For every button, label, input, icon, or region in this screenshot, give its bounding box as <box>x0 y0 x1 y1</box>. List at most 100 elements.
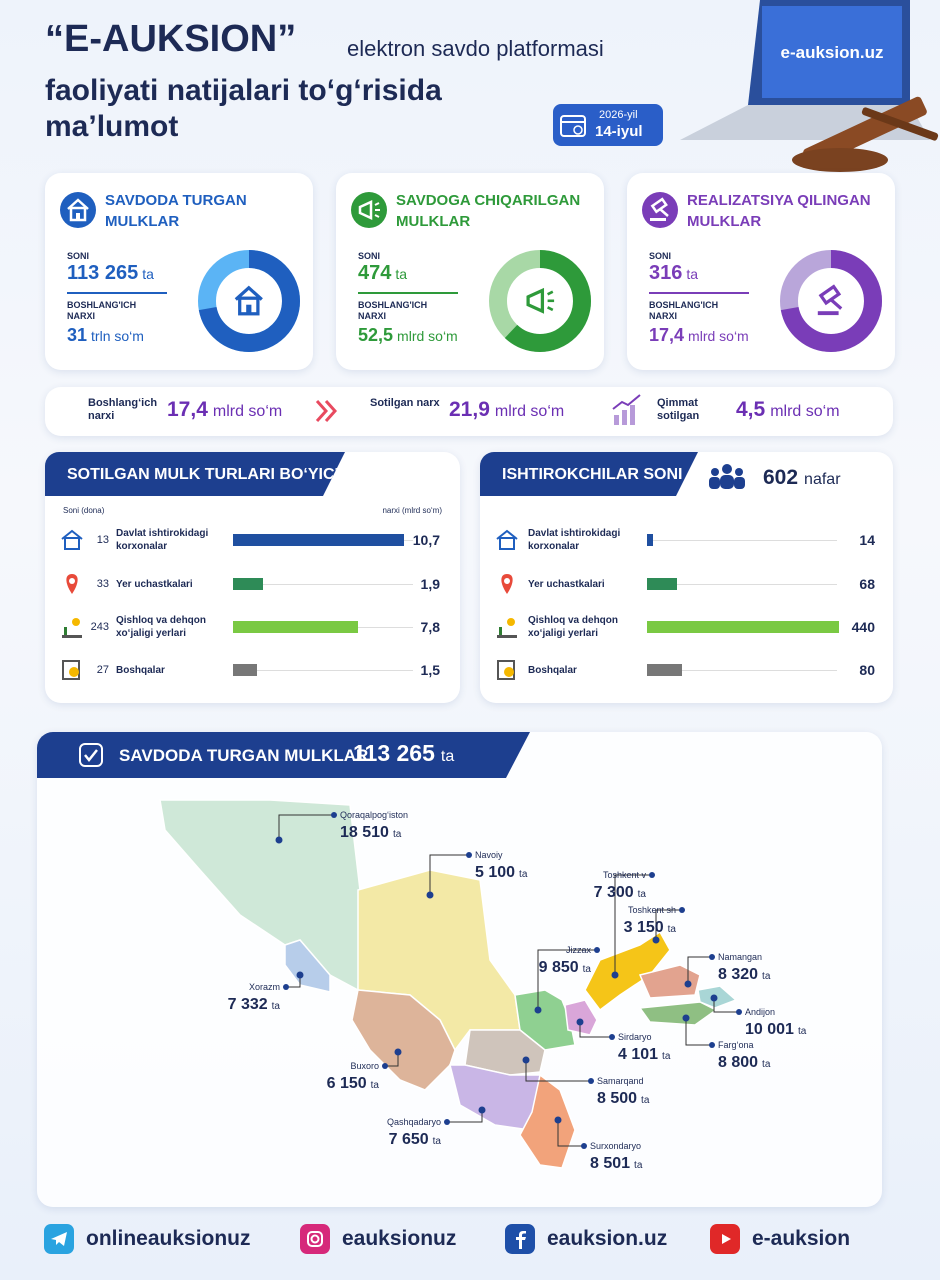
panel-banner: SOTILGAN MULK TURLARI BO‘YICHA <box>45 452 345 496</box>
decor <box>351 192 387 228</box>
summary-strip: Boshlang‘ich narxi 17,4 mlrd so‘m Sotilgan … <box>45 387 893 436</box>
price-unit: mlrd so‘m <box>688 328 749 344</box>
social-icon <box>710 1224 740 1254</box>
decor <box>650 197 669 221</box>
decor <box>496 529 518 540</box>
decor <box>817 311 839 316</box>
summary-value: 21,9 mlrd so‘m <box>449 398 564 422</box>
decor <box>722 464 732 474</box>
row-name: Boshqalar <box>528 665 577 676</box>
date-year: 2026-yil <box>599 109 638 121</box>
price-unit: trln so‘m <box>91 328 144 344</box>
decor <box>72 618 80 626</box>
count-value: 316 <box>649 262 683 284</box>
people-icon <box>709 464 745 489</box>
decor <box>659 208 669 217</box>
row-icon <box>62 618 82 638</box>
social-icon <box>44 1224 74 1254</box>
social-handle: eauksionuz <box>342 1227 457 1250</box>
bar-track <box>647 540 837 541</box>
bar <box>233 534 405 546</box>
card-title: REALIZATSIYA QILINGAN MULKLAR <box>687 192 871 230</box>
summary-number: 4,5 <box>736 398 766 421</box>
card-title: SAVDODA TURGAN MULKLAR <box>105 192 247 230</box>
decor <box>217 269 281 333</box>
price-value: 52,5 <box>358 325 394 345</box>
row-name: Qishloq va dehqon xo‘jaligi yerlari <box>116 615 207 639</box>
social-icon <box>300 1224 330 1254</box>
decor <box>630 405 635 425</box>
decor <box>324 399 338 423</box>
stat-card: SAVDOGA CHIQARILGAN MULKLAR SONI 474 ta BOSH… <box>336 173 604 370</box>
decor <box>829 298 843 310</box>
panel-title: ISHTIROKCHILAR SONI <box>502 466 683 483</box>
decor <box>720 475 734 489</box>
decor <box>817 284 843 316</box>
map-total: 113 265 ta <box>353 740 454 767</box>
decor <box>650 197 668 214</box>
summary-unit: mlrd so‘m <box>212 403 283 420</box>
check-icon <box>77 741 105 769</box>
social-handle: eauksion.uz <box>547 1227 668 1250</box>
social-icon <box>505 1224 535 1254</box>
decor <box>69 578 75 584</box>
map-banner: SAVDODA TURGAN MULKLAR 113 265 ta <box>37 732 530 778</box>
arrows-icon <box>315 399 338 423</box>
row-icon <box>497 618 517 638</box>
row-icon <box>66 574 78 594</box>
decor <box>560 115 586 137</box>
participants-panel: ISHTIROKCHILAR SONI 602 nafar Davlat ishtir… <box>480 452 893 703</box>
bar <box>647 534 654 546</box>
count-value: 113 265 <box>67 262 139 284</box>
bar-label: 1,9 <box>420 576 440 592</box>
decor <box>516 1231 526 1249</box>
date-badge: 2026-yil 14-iyul <box>553 104 663 146</box>
price-label: BOSHLANG'ICH NARXI <box>67 300 137 321</box>
row-name: Davlat ishtirokidagi korxonalar <box>528 528 621 552</box>
count-label: SONI <box>67 251 90 261</box>
decor <box>307 1231 323 1247</box>
decor <box>504 578 510 584</box>
decor <box>62 660 80 680</box>
bar-track <box>233 584 413 585</box>
decor <box>358 200 380 220</box>
decor <box>234 285 263 301</box>
row-icon <box>497 660 515 680</box>
row-name: Yer uchastkalari <box>528 579 605 590</box>
bar-label: 68 <box>859 576 875 592</box>
decor <box>67 198 89 222</box>
decor <box>547 290 554 296</box>
brand: “E-AUKSION” <box>45 18 297 60</box>
total-value: 602 <box>763 466 799 489</box>
participants-total: 602 nafar <box>763 466 841 490</box>
divider <box>67 292 167 294</box>
price-header: narxi (mlrd so‘m) <box>382 506 442 515</box>
map-total-value: 113 265 <box>353 740 435 766</box>
bar-label: 14 <box>859 532 875 548</box>
card-icon <box>60 192 96 228</box>
decor <box>734 477 745 489</box>
summary-unit: mlrd so‘m <box>494 403 565 420</box>
price: 17,4 mlrd so‘m <box>649 325 749 346</box>
count-unit: ta <box>395 266 408 282</box>
bar-track <box>647 670 837 671</box>
donut <box>489 250 591 352</box>
decor <box>80 744 102 766</box>
bar <box>233 578 264 590</box>
decor <box>51 1232 67 1246</box>
bar-label: 10,7 <box>412 532 440 548</box>
decor <box>60 192 96 228</box>
decor <box>547 306 554 312</box>
bar <box>647 664 682 676</box>
divider <box>649 292 749 294</box>
price-value: 17,4 <box>649 325 685 345</box>
count-label: SONI <box>358 251 381 261</box>
decor <box>67 198 89 210</box>
card-icon <box>642 192 678 228</box>
row-count: 243 <box>90 621 109 633</box>
decor <box>246 304 252 314</box>
decor <box>489 250 591 352</box>
decor <box>526 287 545 314</box>
decor <box>76 213 80 220</box>
